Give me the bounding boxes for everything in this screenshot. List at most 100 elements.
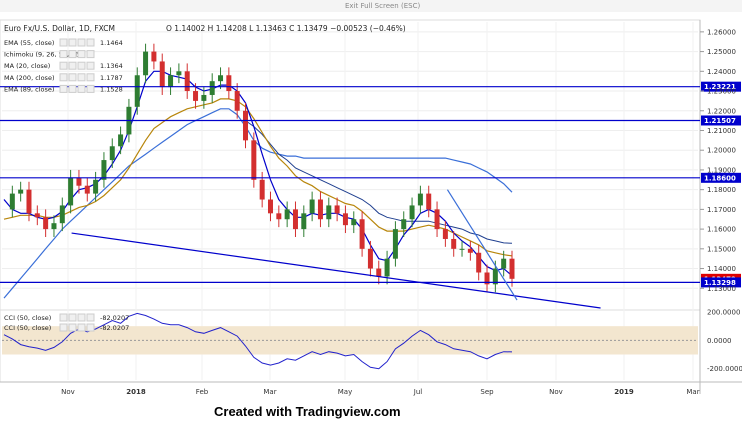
cci-tick-label: 200.0000 [707,309,740,317]
exit-fullscreen-button[interactable]: Exit Full Screen (ESC) [345,2,420,10]
candle [301,205,307,237]
legend-control-icon[interactable] [77,61,86,70]
candle [317,191,323,228]
legend-row[interactable]: MA (20, close) 1.1364 [4,61,123,70]
cci-legend-control-icon[interactable] [77,323,86,332]
legend-control-icon[interactable] [59,61,68,70]
cci-legend-control-icon[interactable] [77,313,86,322]
legend-control-icon[interactable] [86,84,95,93]
candle [384,250,390,285]
cci-legend-label: CCI (50, close) [4,314,51,322]
candle-body [384,258,390,277]
legend-control-icon[interactable] [59,73,68,82]
ema55-line [3,98,513,257]
legend-control-icon[interactable] [77,38,86,47]
cci-legend-control-icon[interactable] [59,313,68,322]
candle-body [467,248,473,253]
cci-legend-row[interactable]: CCI (50, close) -82.0207 [4,323,129,332]
candle-body [68,177,74,206]
level-price-label: 1.18600 [704,174,736,182]
candle [84,177,90,202]
time-tick-label: Nov [549,388,563,396]
price-tick-label: 1.19000 [707,166,736,174]
candle-body [34,213,40,218]
ma20-line [3,70,513,277]
candle-body [376,268,382,277]
legend-value: 1.1528 [100,85,123,93]
legend-control-icon[interactable] [59,50,68,59]
cci-legend-control-icon[interactable] [68,313,77,322]
time-tick-label: Sep [480,388,494,396]
legend-control-icon[interactable] [68,61,77,70]
candle-body [59,205,65,224]
candle [476,244,482,281]
candles [9,43,515,293]
candle [459,240,465,257]
legend-row[interactable]: Ichimoku (9, 26, 52, 26) [4,50,95,59]
candle-body [351,219,357,226]
legend-label: EMA (55, close) [4,39,54,47]
legend-control-icon[interactable] [59,38,68,47]
candle [134,67,140,115]
candle-body [459,248,465,250]
candle-body [26,189,32,214]
grid [2,22,698,380]
candle [342,205,348,234]
candle [359,211,365,257]
cci-tick-label: -200.0000 [707,365,742,373]
price-tick-label: 1.13000 [707,285,736,293]
legend-control-icon[interactable] [77,73,86,82]
legend-control-icon[interactable] [68,38,77,47]
candle-body [409,205,415,220]
legend-row[interactable]: EMA (55, close) 1.1464 [4,38,123,47]
candle-body [218,75,224,82]
price-tick-label: 1.16000 [707,226,736,234]
legend-control-icon[interactable] [68,84,77,93]
legend-control-icon[interactable] [86,38,95,47]
price-tick-label: 1.17000 [707,206,736,214]
candle [9,185,15,218]
candle [226,67,232,99]
candle [509,250,515,287]
price-tick-label: 1.15000 [707,245,736,253]
candle-body [509,258,515,279]
cci-legend-row[interactable]: CCI (50, close) -82.0207 [4,313,129,322]
legend-control-icon[interactable] [68,73,77,82]
cci-legend-control-icon[interactable] [86,313,95,322]
candle [309,191,315,222]
candle-body [476,252,482,273]
candle [417,185,423,214]
legend-control-icon[interactable] [86,73,95,82]
price-tick-label: 1.24000 [707,68,736,76]
legend-label: Ichimoku (9, 26, 52, 26) [4,51,82,59]
legend-control-icon[interactable] [59,84,68,93]
cci-legend-control-icon[interactable] [86,323,95,332]
legend-control-icon[interactable] [68,50,77,59]
cci-legend: CCI (50, close) -82.0207 CCI (50, close) -8… [4,313,129,332]
candle-body [484,272,490,285]
legend-row[interactable]: MA (200, close) 1.1787 [4,73,123,82]
legend-control-icon[interactable] [77,50,86,59]
candle [51,215,57,237]
candle-body [134,75,140,107]
candle [501,250,507,277]
cci-legend-control-icon[interactable] [59,323,68,332]
legend-control-icon[interactable] [86,50,95,59]
cci-legend-value: -82.0207 [100,324,129,332]
candle-body [168,75,174,88]
time-tick-label: Mar [686,388,699,396]
legend-row[interactable]: EMA (89, close) 1.1528 [4,84,123,93]
candle-body [267,199,273,214]
candle [284,201,290,228]
price-tick-label: 1.23000 [707,88,736,96]
cci-legend-control-icon[interactable] [68,323,77,332]
candle-body [309,199,315,214]
cci-plot [2,312,698,370]
trendline[interactable] [71,232,601,309]
trendline[interactable] [446,189,518,301]
legend-control-icon[interactable] [77,84,86,93]
legend-control-icon[interactable] [86,61,95,70]
candle [93,171,99,202]
